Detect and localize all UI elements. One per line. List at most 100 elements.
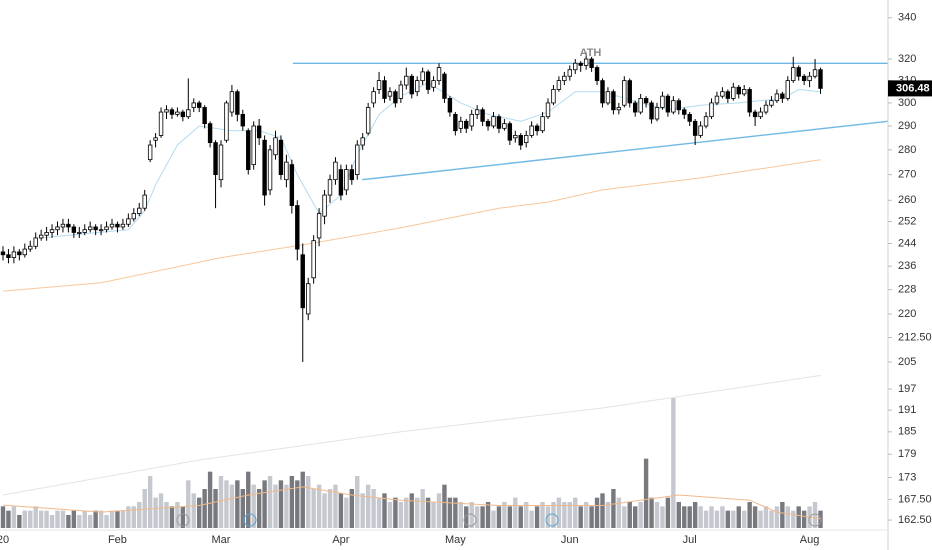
volume-bar — [654, 502, 660, 528]
volume-bar — [469, 502, 474, 528]
candle-body — [0, 251, 6, 256]
volume-bar — [436, 493, 442, 528]
candle-body — [469, 113, 474, 127]
volume-bar — [698, 506, 703, 528]
volume-bar — [387, 502, 393, 528]
candle-body — [158, 111, 164, 136]
volume-bar — [600, 493, 605, 528]
candle-body — [142, 194, 147, 209]
volume-bar — [638, 502, 643, 528]
volume-bar — [785, 506, 790, 528]
candle-body — [55, 226, 60, 231]
candle-body — [578, 62, 583, 66]
candle-body — [807, 75, 812, 82]
volume-bar — [534, 506, 540, 528]
candle-body — [115, 223, 120, 228]
volume-bar — [207, 471, 213, 528]
candle-body — [120, 223, 126, 228]
candle-body — [104, 226, 109, 231]
volume-bar — [709, 506, 714, 528]
candle-body — [442, 73, 447, 99]
volume-bar — [769, 510, 774, 528]
volume-bar — [33, 506, 38, 528]
volume-bar — [142, 489, 147, 528]
candle-body — [458, 120, 463, 129]
volume-bar — [551, 502, 556, 528]
candle-body — [305, 283, 311, 315]
y-tick-label: 252 — [898, 215, 916, 227]
candle-body — [404, 75, 409, 86]
candle-body — [780, 93, 785, 99]
volume-bar — [164, 502, 169, 528]
event-icon — [463, 513, 477, 527]
volume-bar — [393, 497, 398, 528]
x-tick-label: Jun — [561, 534, 579, 546]
x-tick-label: Mar — [212, 534, 231, 546]
candle-body — [66, 223, 71, 228]
volume-bar — [311, 489, 316, 528]
volume-bar — [333, 484, 338, 528]
y-tick-label: 270 — [898, 169, 916, 181]
candle-body — [180, 111, 186, 118]
candle-body — [447, 98, 453, 113]
volume-bar — [485, 502, 491, 528]
candle-body — [812, 69, 818, 77]
candle-body — [611, 91, 616, 111]
volume-bar — [496, 506, 502, 528]
volume-bar — [224, 480, 229, 528]
candle-body — [88, 226, 93, 231]
candle-body — [687, 113, 692, 122]
candle-body — [77, 232, 82, 234]
volume-bar — [409, 493, 414, 528]
candle-body — [262, 139, 267, 196]
volume-bar — [415, 497, 420, 528]
candle-body — [414, 80, 420, 93]
x-tick-label: May — [445, 534, 466, 546]
volume-bar — [540, 502, 545, 528]
volume-bar — [578, 506, 583, 528]
y-tick-label: 228 — [898, 284, 916, 296]
volume-bar — [131, 506, 136, 528]
candle-body — [349, 169, 354, 181]
volume-bar — [109, 510, 115, 528]
candle-body — [524, 135, 529, 144]
moving-average — [2, 486, 821, 520]
candle-body — [573, 62, 578, 71]
volume-bar — [622, 506, 627, 528]
volume-bar — [365, 484, 371, 528]
candle-body — [393, 91, 398, 104]
candle-body — [616, 107, 622, 111]
volume-bar — [218, 476, 224, 528]
volume-bar — [774, 506, 780, 528]
candle-body — [251, 125, 256, 166]
candle-body — [649, 102, 654, 120]
volume-bar — [518, 506, 523, 528]
candle-body — [534, 125, 540, 132]
volume-bar — [567, 502, 572, 528]
candle-body — [126, 218, 131, 225]
volume-bar — [692, 502, 698, 528]
candle-body — [355, 144, 360, 176]
volume-bar — [758, 510, 763, 528]
candle-body — [229, 91, 235, 113]
candle-body — [186, 109, 191, 118]
volume-bar — [251, 484, 256, 528]
volume-bar — [66, 515, 71, 528]
volume-bar — [120, 510, 126, 528]
volume-bar — [289, 476, 295, 528]
volume-bar — [169, 506, 175, 528]
volume-bar — [714, 510, 720, 528]
candle-body — [709, 102, 714, 118]
volume-bar — [458, 502, 463, 528]
volume-bar — [513, 497, 518, 528]
volume-bar — [22, 510, 27, 528]
volume-bar — [442, 484, 447, 528]
candle-body — [758, 111, 763, 118]
volume-bar — [556, 497, 562, 528]
candle-body — [256, 125, 262, 139]
volume-bar — [180, 506, 186, 528]
y-tick-label: 300 — [898, 97, 916, 109]
volume-bar — [703, 510, 709, 528]
volume-bar — [235, 480, 240, 528]
candle-body — [801, 75, 807, 82]
